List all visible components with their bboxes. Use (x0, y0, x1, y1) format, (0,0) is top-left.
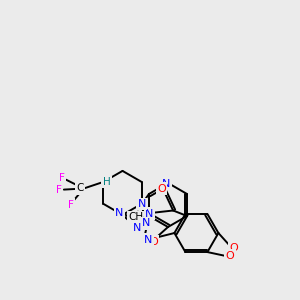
Text: C: C (76, 184, 83, 194)
Text: N: N (144, 235, 152, 244)
Text: O: O (157, 184, 166, 194)
Text: N: N (115, 208, 124, 218)
Text: F: F (68, 200, 74, 210)
Text: F: F (59, 173, 65, 183)
Text: H: H (103, 177, 110, 187)
Text: F: F (56, 184, 62, 195)
Text: N: N (142, 218, 150, 228)
Text: N: N (162, 179, 170, 189)
Text: O: O (230, 243, 239, 254)
Text: N: N (133, 223, 141, 232)
Text: N: N (145, 209, 154, 219)
Text: CH₃: CH₃ (128, 212, 148, 222)
Text: O: O (149, 237, 158, 247)
Text: O: O (226, 250, 234, 261)
Text: N: N (137, 199, 146, 209)
